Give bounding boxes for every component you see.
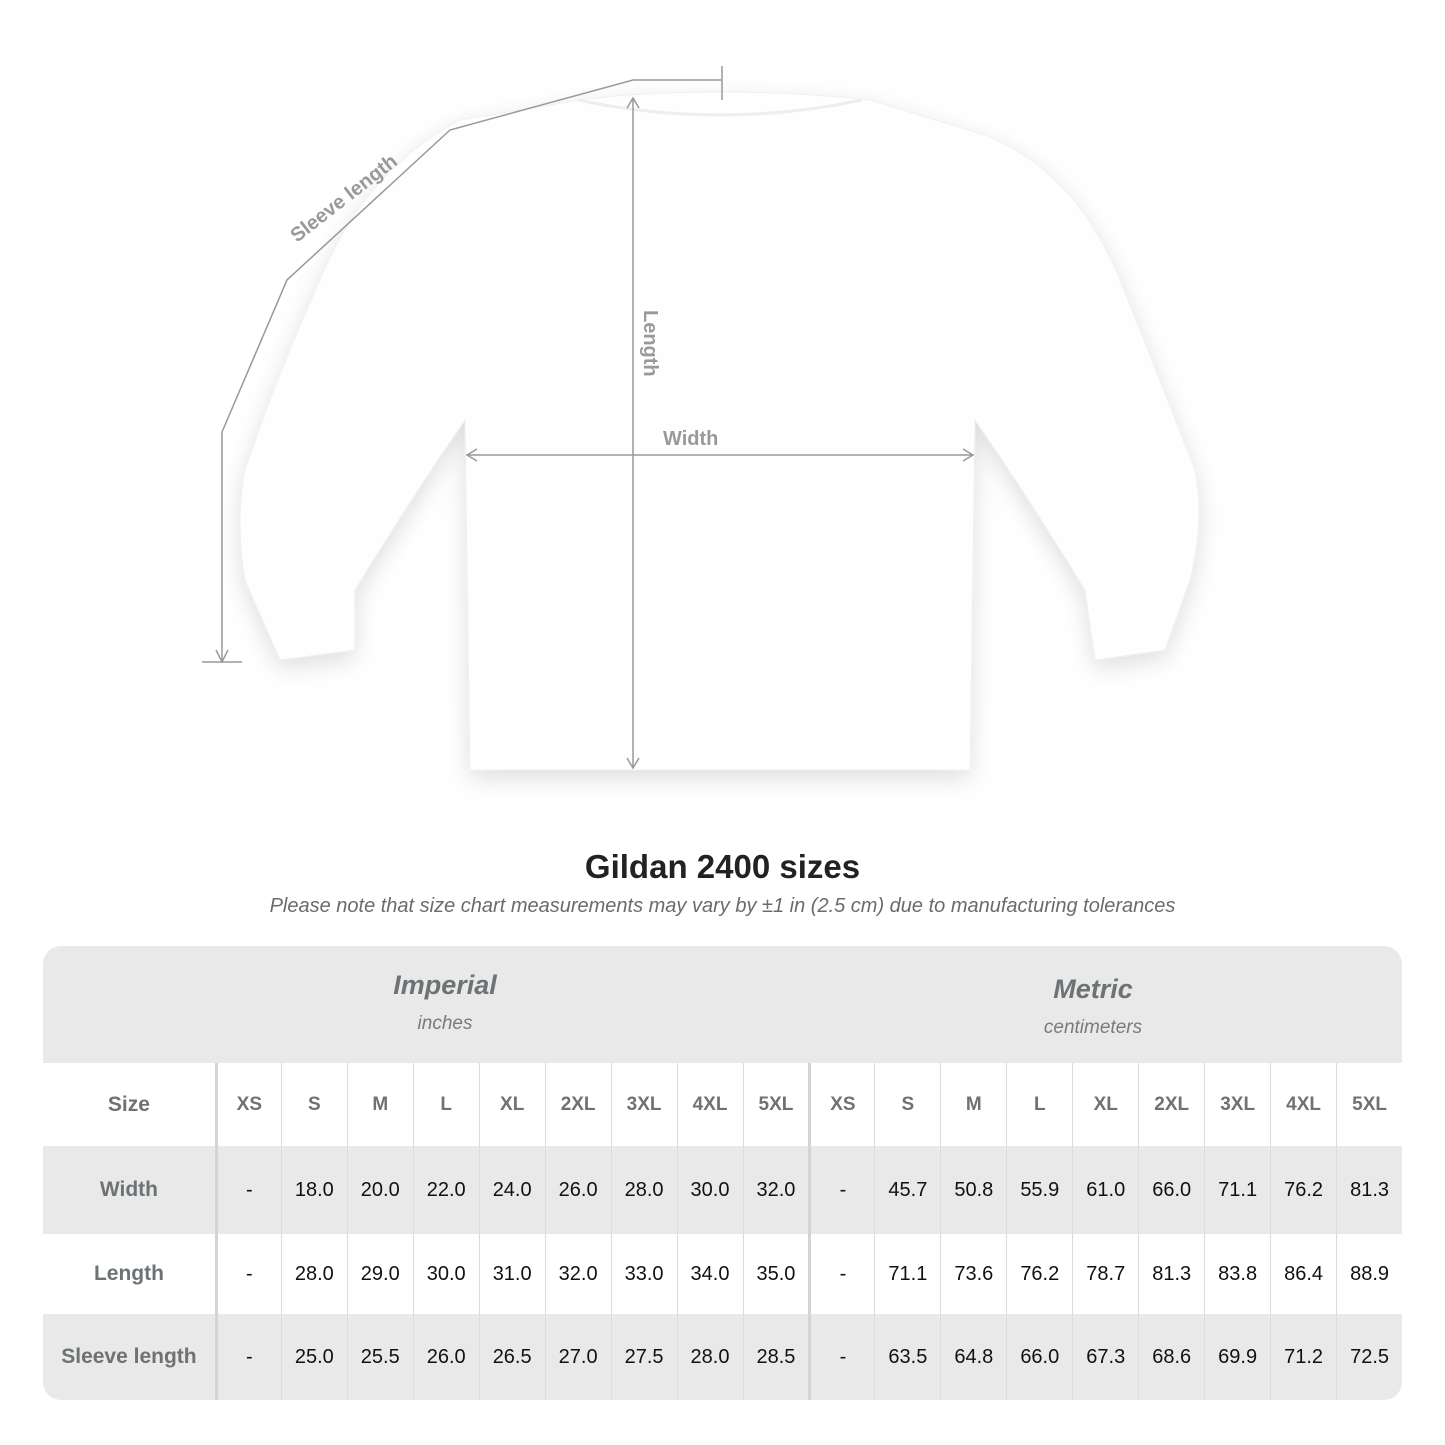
value-cell: 32.0 [742, 1146, 809, 1234]
size-header-cell: L [412, 1063, 479, 1146]
table-row: Length -28.0 29.0 30.0 31.0 32.0 33.0 34.0 35.0-… [43, 1234, 1402, 1314]
value-cell: 28.0 [676, 1314, 743, 1400]
value-cell: 26.5 [478, 1314, 545, 1400]
size-header-cell: 4XL [1270, 1063, 1336, 1146]
value-cell: 32.0 [544, 1234, 611, 1314]
value-cell: 64.8 [940, 1314, 1006, 1400]
size-header-cell: XL [478, 1063, 545, 1146]
page-title: Gildan 2400 sizes [584, 848, 861, 885]
value-cell: - [808, 1314, 874, 1400]
size-header-cell: XL [1072, 1063, 1138, 1146]
size-header-cell: S [874, 1063, 940, 1146]
value-cell: 28.0 [280, 1234, 347, 1314]
value-cell: 86.4 [1270, 1234, 1336, 1314]
tolerance-note: Please note that size chart measurements… [269, 895, 1176, 917]
value-cell: - [214, 1314, 281, 1400]
value-cell: 71.1 [1204, 1146, 1270, 1234]
imperial-unit: inches [417, 1013, 473, 1034]
size-header-cell: 4XL [676, 1063, 743, 1146]
value-cell: 27.0 [544, 1314, 611, 1400]
sleeve-measure-line [221, 79, 722, 660]
imperial-title: Imperial [393, 970, 497, 1000]
table-row: Sleeve length -25.0 25.5 26.0 26.5 27.0 27.5 28… [43, 1314, 1402, 1400]
length-label: Length [639, 310, 661, 377]
value-cell: 88.9 [1336, 1234, 1402, 1314]
table-row: Width -18.0 20.0 22.0 24.0 26.0 28.0 30.0 32.0-4… [43, 1146, 1402, 1234]
size-header-cell: XS [808, 1063, 874, 1146]
size-header-cell: 2XL [544, 1063, 611, 1146]
metric-title: Metric [1053, 974, 1133, 1004]
value-cell: 81.3 [1138, 1234, 1204, 1314]
value-cell: 29.0 [346, 1234, 413, 1314]
value-cell: 18.0 [280, 1146, 347, 1234]
value-cell: 25.5 [346, 1314, 413, 1400]
value-cell: 66.0 [1006, 1314, 1072, 1400]
value-cell: 45.7 [874, 1146, 940, 1234]
shirt-diagram: Sleeve length Length Width [202, 66, 1200, 771]
size-header-cell: M [346, 1063, 413, 1146]
size-header-cell: 5XL [1336, 1063, 1402, 1146]
value-cell: 33.0 [610, 1234, 677, 1314]
value-cell: 25.0 [280, 1314, 347, 1400]
value-cell: 55.9 [1006, 1146, 1072, 1234]
size-header-cell: S [280, 1063, 347, 1146]
value-cell: 34.0 [676, 1234, 743, 1314]
value-cell: 71.2 [1270, 1314, 1336, 1400]
value-cell: 68.6 [1138, 1314, 1204, 1400]
value-cell: 69.9 [1204, 1314, 1270, 1400]
value-cell: 63.5 [874, 1314, 940, 1400]
value-cell: - [214, 1234, 281, 1314]
value-cell: - [214, 1146, 281, 1234]
size-header-cell: 3XL [1204, 1063, 1270, 1146]
value-cell: 20.0 [346, 1146, 413, 1234]
value-cell: 83.8 [1204, 1234, 1270, 1314]
row-label: Width [99, 1178, 158, 1201]
size-header-cell: L [1006, 1063, 1072, 1146]
value-cell: 76.2 [1270, 1146, 1336, 1234]
value-cell: 24.0 [478, 1146, 545, 1234]
value-cell: 67.3 [1072, 1314, 1138, 1400]
value-cell: 61.0 [1072, 1146, 1138, 1234]
value-cell: - [808, 1146, 874, 1234]
value-cell: 22.0 [412, 1146, 479, 1234]
row-label: Length [93, 1262, 164, 1285]
value-cell: 66.0 [1138, 1146, 1204, 1234]
metric-unit: centimeters [1043, 1017, 1143, 1038]
size-header-row: Size XS S M L XL 2XL 3XL 4XL 5XL XS S M L XL 2XL 3XL 4XL 5… [43, 1063, 1402, 1146]
value-cell: 26.0 [412, 1314, 479, 1400]
value-cell: - [808, 1234, 874, 1314]
value-cell: 30.0 [412, 1234, 479, 1314]
value-cell: 73.6 [940, 1234, 1006, 1314]
size-header-cell: 3XL [610, 1063, 677, 1146]
unit-header-band [43, 946, 1402, 1063]
value-cell: 28.0 [610, 1146, 677, 1234]
value-cell: 50.8 [940, 1146, 1006, 1234]
width-label: Width [663, 428, 718, 450]
imperial-header: Imperial inches [215, 970, 675, 1035]
value-cell: 31.0 [478, 1234, 545, 1314]
value-cell: 35.0 [742, 1234, 809, 1314]
size-header-cell: XS [214, 1063, 281, 1146]
value-cell: 72.5 [1336, 1314, 1402, 1400]
value-cell: 78.7 [1072, 1234, 1138, 1314]
value-cell: 71.1 [874, 1234, 940, 1314]
size-table: Imperial inches Metric centimeters Size X… [43, 946, 1402, 1400]
size-header-cell: M [940, 1063, 1006, 1146]
value-cell: 28.5 [742, 1314, 809, 1400]
value-cell: 26.0 [544, 1146, 611, 1234]
row-label: Sleeve length [61, 1345, 197, 1368]
value-cell: 30.0 [676, 1146, 743, 1234]
size-header-cell: 5XL [742, 1063, 809, 1146]
value-cell: 76.2 [1006, 1234, 1072, 1314]
size-header-cell: 2XL [1138, 1063, 1204, 1146]
value-cell: 81.3 [1336, 1146, 1402, 1234]
row-label: Size [107, 1092, 150, 1116]
shirt-shape [239, 91, 1200, 771]
metric-header: Metric centimeters [843, 974, 1343, 1039]
value-cell: 27.5 [610, 1314, 677, 1400]
